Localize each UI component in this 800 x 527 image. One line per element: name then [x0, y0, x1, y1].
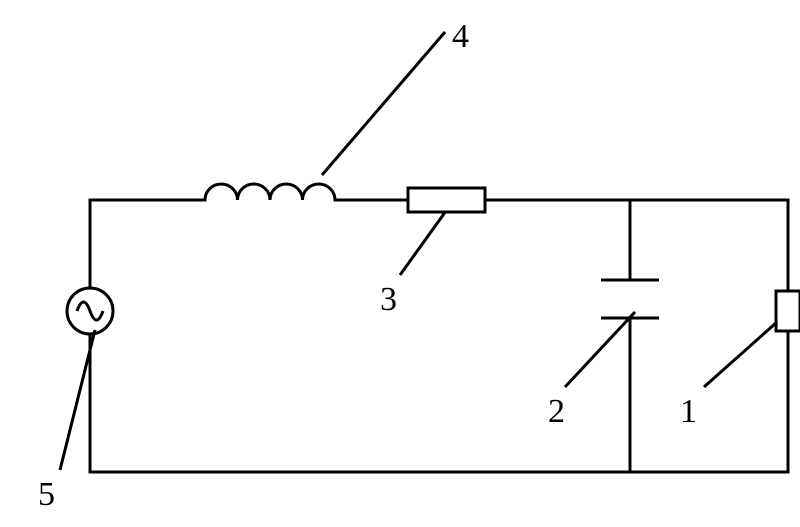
label-2: 2 — [548, 395, 565, 429]
label-1: 1 — [680, 395, 697, 429]
label-3: 3 — [380, 283, 397, 317]
label-4: 4 — [452, 20, 469, 54]
circuit-svg — [0, 0, 800, 527]
circuit-canvas: 1 2 3 4 5 — [0, 0, 800, 527]
label-5: 5 — [38, 478, 55, 512]
